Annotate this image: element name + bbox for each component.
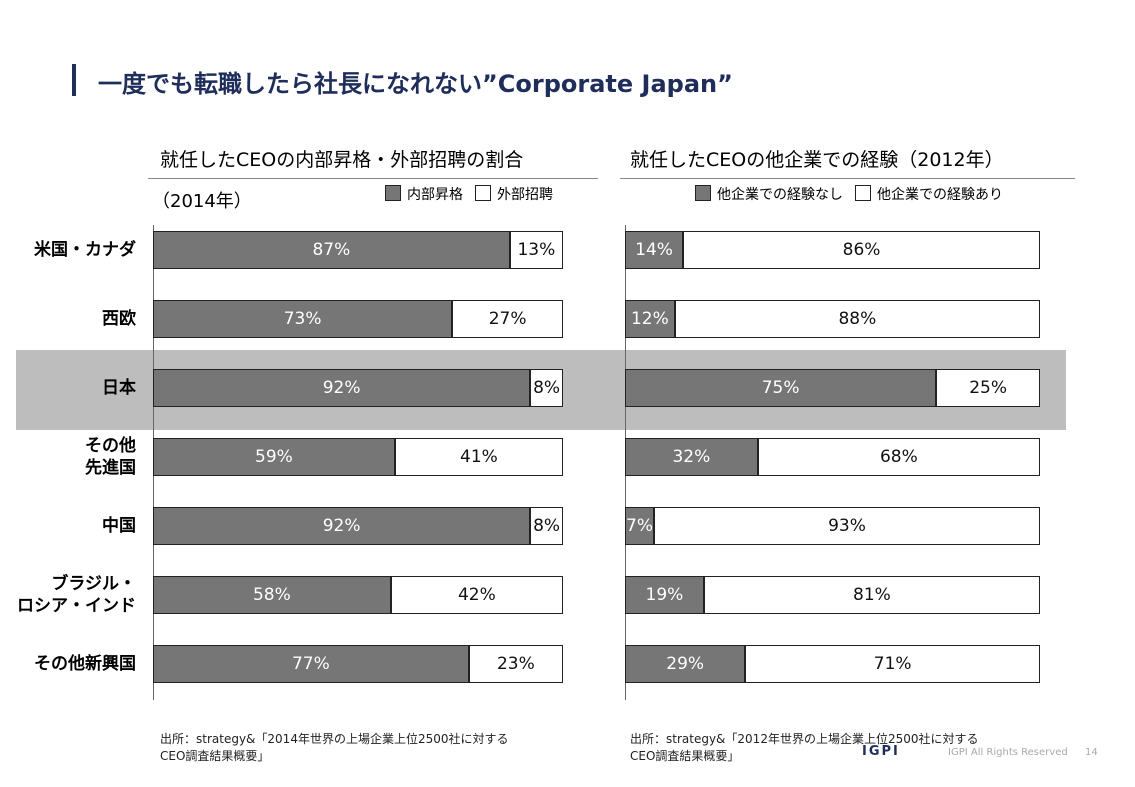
- value-label: 92%: [322, 516, 361, 536]
- bar-segment: [153, 369, 531, 407]
- bar-segment: [703, 576, 1040, 614]
- chart-title: 就任したCEOの内部昇格・外部招聘の割合: [160, 149, 524, 171]
- value-label: 8%: [533, 378, 561, 398]
- bar-segment: [745, 645, 1040, 683]
- bar-segment: [530, 507, 563, 545]
- category-label: ブラジル・ ロシア・インド: [17, 574, 136, 616]
- category-label: 日本: [102, 378, 136, 398]
- bar-segment: [625, 576, 704, 614]
- bar-segment: [509, 231, 563, 269]
- bar-segment: [757, 438, 1040, 476]
- value-label: 27%: [488, 309, 527, 329]
- title-rule: [620, 178, 1075, 179]
- value-label: 77%: [291, 654, 330, 674]
- value-label: 13%: [517, 240, 556, 260]
- logo: IGPI: [862, 744, 900, 759]
- legend-label: 他企業での経験あり: [877, 187, 1003, 203]
- value-label: 59%: [255, 447, 293, 467]
- title-bar: [72, 64, 76, 96]
- value-label: 81%: [853, 585, 891, 605]
- bar-segment: [452, 300, 563, 338]
- value-label: 29%: [666, 654, 705, 674]
- bar-segment: [625, 507, 655, 545]
- category-label: 中国: [102, 516, 136, 536]
- page-number: 14: [1085, 747, 1098, 758]
- bar-segment: [683, 231, 1040, 269]
- bar-segment: [468, 645, 563, 683]
- value-label: 7%: [626, 516, 654, 536]
- value-label: 19%: [645, 585, 684, 605]
- bar-segment: [153, 645, 469, 683]
- value-label: 68%: [879, 447, 918, 467]
- bar-segment: [625, 645, 746, 683]
- value-label: 32%: [672, 447, 711, 467]
- bar-segment: [625, 369, 937, 407]
- bar-segment: [674, 300, 1040, 338]
- value-label: 75%: [761, 378, 800, 398]
- title-rule: [148, 178, 598, 179]
- category-label: その他新興国: [34, 654, 136, 674]
- value-label: 41%: [460, 447, 498, 467]
- source-note: 出所：strategy&「2014年世界の上場企業上位2500社に対する CEO…: [160, 732, 509, 763]
- bar-segment: [153, 507, 531, 545]
- chart-subtitle: （2014年）: [152, 191, 252, 212]
- category-label: 西欧: [102, 309, 136, 329]
- bar-segment: [153, 438, 395, 476]
- value-label: 87%: [312, 240, 351, 260]
- bar-segment: [390, 576, 563, 614]
- bar-segment: [625, 231, 684, 269]
- legend-label: 内部昇格: [407, 187, 463, 203]
- value-label: 73%: [283, 309, 322, 329]
- bar-segment: [394, 438, 563, 476]
- value-label: 12%: [630, 309, 669, 329]
- source-note: 出所：strategy&「2012年世界の上場企業上位2500社に対する CEO…: [630, 732, 979, 763]
- bar-segment: [936, 369, 1040, 407]
- legend-swatch: [855, 185, 871, 201]
- legend-swatch: [385, 185, 401, 201]
- legend-label: 他企業での経験なし: [717, 187, 843, 203]
- value-label: 14%: [635, 240, 673, 260]
- value-label: 93%: [828, 516, 866, 536]
- value-label: 92%: [322, 378, 361, 398]
- slide-title: 一度でも転職したら社長になれない”Corporate Japan”: [98, 70, 733, 98]
- value-label: 8%: [533, 516, 561, 536]
- bar-segment: [530, 369, 563, 407]
- value-label: 86%: [842, 240, 881, 260]
- bar-segment: [654, 507, 1040, 545]
- value-label: 25%: [969, 378, 1008, 398]
- bar-segment: [153, 576, 391, 614]
- category-label: その他 先進国: [85, 436, 136, 478]
- category-label: 米国・カナダ: [34, 240, 136, 260]
- value-label: 71%: [873, 654, 912, 674]
- legend-swatch: [695, 185, 711, 201]
- value-label: 88%: [838, 309, 877, 329]
- chart-title: 就任したCEOの他企業での経験（2012年）: [630, 149, 1004, 171]
- bar-segment: [625, 438, 758, 476]
- value-label: 58%: [252, 585, 291, 605]
- rights: IGPI All Rights Reserved: [948, 747, 1068, 758]
- legend-label: 外部招聘: [497, 187, 553, 203]
- bar-segment: [625, 300, 675, 338]
- legend-swatch: [475, 185, 491, 201]
- value-label: 23%: [496, 654, 535, 674]
- bar-segment: [153, 300, 453, 338]
- value-label: 42%: [457, 585, 496, 605]
- bar-segment: [153, 231, 510, 269]
